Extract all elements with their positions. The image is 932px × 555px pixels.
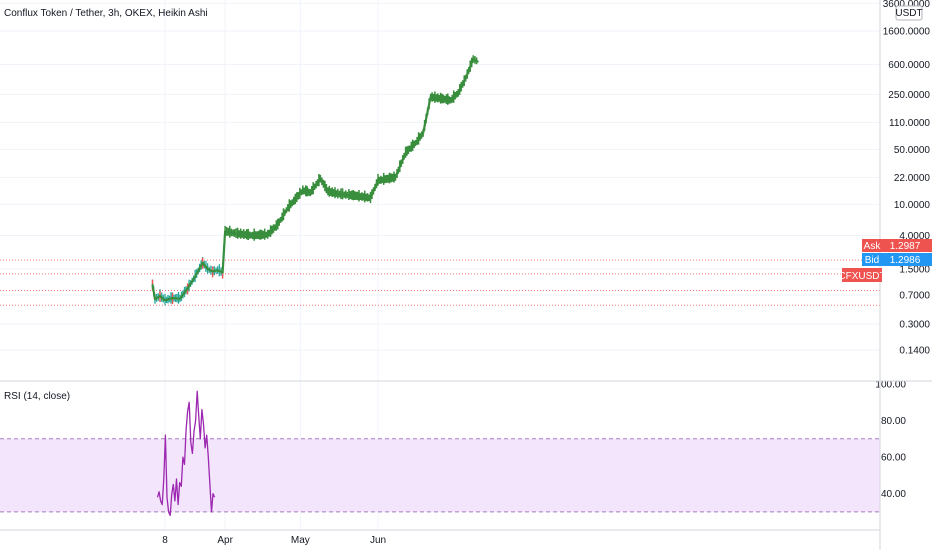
price-point [327, 191, 329, 193]
price-tick-label: 50.0000 [894, 145, 931, 156]
price-point [477, 61, 479, 63]
ask-value-box [882, 239, 932, 252]
price-point [377, 180, 379, 182]
price-tick-label: 250.0000 [888, 90, 930, 101]
price-point [237, 233, 239, 235]
price-point [287, 207, 289, 209]
price-point [187, 287, 189, 289]
rsi-pane: 100.00 80.00 60.00 40.00 [0, 380, 906, 517]
price-point [171, 297, 174, 299]
rsi-tick-label: 80.00 [881, 416, 906, 427]
price-tick-label: 3600.0000 [883, 0, 931, 10]
price-line [151, 58, 479, 302]
symbol-label: CFXUSDT [838, 271, 885, 282]
price-tick-label: 22.0000 [894, 173, 931, 184]
price-point [319, 178, 321, 180]
price-point [450, 99, 452, 101]
rsi-tick-label: 40.00 [881, 489, 906, 500]
price-point [309, 192, 311, 194]
price-tick-label: 4.0000 [899, 231, 930, 242]
price-point [337, 193, 339, 195]
price-tick-label: 1600.0000 [883, 27, 931, 38]
bid-label: Bid [865, 255, 879, 266]
price-tick-label: 110.0000 [889, 118, 930, 129]
time-tick-label: Apr [217, 535, 233, 546]
price-point [224, 230, 226, 233]
price-point [465, 77, 467, 79]
price-point [202, 262, 204, 264]
price-point [394, 176, 397, 178]
price-tick-label: 10.0000 [894, 200, 931, 211]
price-series [151, 55, 479, 306]
rsi-tick-label: 60.00 [881, 453, 906, 464]
currency-label-text: USDT [895, 8, 922, 19]
symbol-tag: CFXUSDT [838, 268, 886, 282]
ask-tag: Ask 1.2987 [862, 239, 932, 252]
bid-tag-box [862, 253, 882, 266]
price-point [267, 234, 269, 236]
price-point [369, 197, 372, 199]
time-axis: 8 Apr May Jun [162, 535, 386, 546]
price-point [405, 152, 407, 154]
price-point [440, 98, 442, 100]
price-point [154, 298, 156, 300]
price-level-lines [0, 259, 880, 306]
currency-label[interactable]: USDT [895, 5, 923, 21]
price-tick-label: 0.7000 [899, 291, 930, 302]
time-tick-label: May [291, 535, 310, 546]
price-point [252, 234, 254, 237]
price-point [194, 276, 196, 278]
price-point [422, 132, 424, 134]
price-point [349, 194, 351, 196]
price-point [457, 92, 459, 94]
price-point [359, 196, 362, 198]
price-tick-label: 1.5000 [899, 265, 930, 276]
price-axis: 3600.0000 1600.0000 600.0000 250.0000 110.00… [883, 0, 931, 357]
price-tick-label: 0.1400 [899, 346, 930, 357]
price-point [159, 295, 161, 297]
ask-value: 1.2987 [890, 241, 921, 252]
price-point [217, 269, 219, 271]
price-point [430, 96, 432, 98]
up-candles [224, 55, 478, 241]
price-point [212, 270, 214, 272]
price-point [164, 299, 166, 301]
chart-title: Conflux Token / Tether, 3h, OKEX, Heikin… [4, 8, 208, 19]
price-point [222, 272, 224, 274]
time-tick-label: Jun [370, 535, 386, 546]
ask-tag-box [862, 239, 882, 252]
price-point [151, 284, 154, 286]
price-point [302, 189, 304, 191]
price-point [415, 142, 417, 144]
rsi-tick-label: 100.00 [875, 380, 906, 391]
time-tick-label: 8 [162, 535, 168, 546]
price-point [207, 268, 209, 270]
bid-value: 1.2986 [890, 255, 921, 266]
rsi-line [156, 390, 216, 517]
bid-tag: Bid 1.2986 [862, 253, 932, 266]
price-point [179, 298, 181, 300]
rsi-label: RSI (14, close) [4, 391, 70, 402]
price-point [294, 198, 296, 201]
price-point [387, 178, 389, 180]
price-tick-label: 0.3000 [899, 319, 930, 330]
price-point [472, 58, 474, 60]
rsi-band [0, 438, 880, 512]
symbol-tag-box [842, 268, 882, 282]
price-point [277, 224, 279, 226]
price-tick-label: 600.0000 [888, 60, 930, 71]
ask-label: Ask [864, 241, 882, 252]
bid-value-box [882, 253, 932, 266]
